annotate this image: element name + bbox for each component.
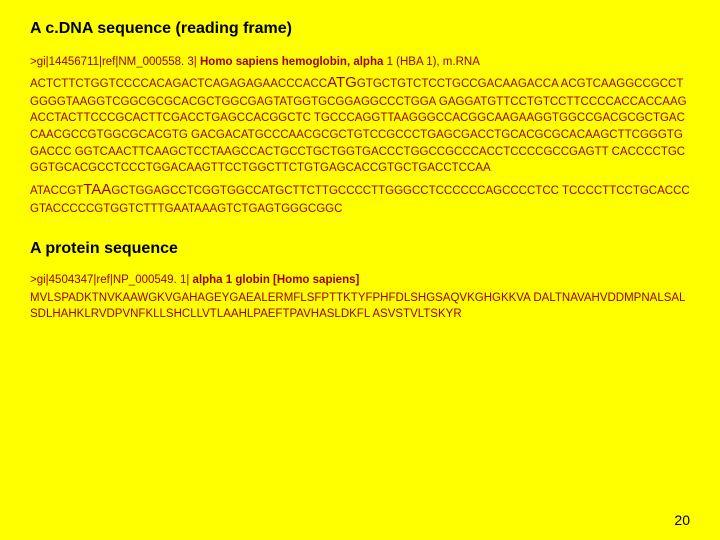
protein-seq-line: ASVSTVLTSKYR: [372, 308, 461, 320]
dna-start-codon: ATG: [327, 74, 357, 91]
dna-seq-post-atg: GTGCTGTCTCCTGCCGACAAGACCA: [357, 78, 558, 90]
protein-header-prefix: >gi|4504347|ref|NP_000549. 1|: [30, 274, 193, 286]
dna-seq-line: GGTCAACTTCAAGCTCCTAAGCCACTGCCTGCTGGTGACC…: [75, 146, 609, 158]
protein-title: A protein sequence: [30, 240, 690, 258]
dna-fasta-header: >gi|14456711|ref|NM_000558. 3| Homo sapi…: [30, 56, 690, 68]
dna-seq-pre-stop: ATACCGT: [30, 185, 83, 197]
page-number: 20: [674, 512, 690, 528]
protein-sequence-block: MVLSPADKTNVKAAWGKVGAHAGEYGAEALERMFLSFPTT…: [30, 290, 690, 323]
dna-header-suffix: 1 (HBA 1), m.RNA: [383, 56, 480, 68]
dna-title: A c.DNA sequence (reading frame): [30, 20, 690, 38]
dna-seq-pre-atg: ACTCTTCTGGTCCCCACAGACTCAGAGAGAACCCACC: [30, 78, 327, 90]
dna-sequence-block: ACTCTTCTGGTCCCCACAGACTCAGAGAGAACCCACCATG…: [30, 72, 690, 218]
dna-header-prefix: >gi|14456711|ref|NM_000558. 3|: [30, 56, 200, 68]
dna-stop-codon: TAA: [83, 181, 111, 198]
protein-seq-line: MVLSPADKTNVKAAWGKVGAHAGEYGAEALERMFLSFPTT…: [30, 292, 530, 304]
dna-header-bold: Homo sapiens hemoglobin, alpha: [200, 56, 383, 68]
dna-seq-post-stop: GCTGGAGCCTCGGTGGCCATGCTTCTTGCCCCTTGGGCCT…: [111, 185, 559, 197]
protein-header-bold: alpha 1 globin [Homo sapiens]: [193, 274, 360, 286]
protein-fasta-header: >gi|4504347|ref|NP_000549. 1| alpha 1 gl…: [30, 274, 690, 286]
